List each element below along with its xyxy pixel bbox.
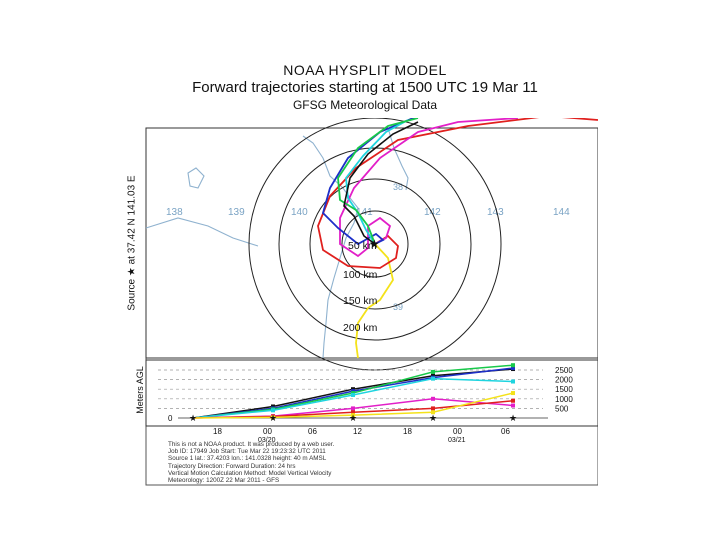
trajectory-black-map [343,121,419,245]
ring-label: 50 km [348,240,377,252]
profile-point-red [431,406,435,411]
profile-y-tick: 1000 [555,395,573,404]
profile-x-tick: 06 [501,427,510,436]
coastline-north [387,127,409,191]
profile-point-red [351,410,355,415]
coastline-west [145,217,259,247]
profile-x-tick: 12 [353,427,362,436]
profile-y-tick: 2000 [555,376,573,385]
ring-label: 200 km [343,322,378,334]
chart-subtitle: GFSG Meteorological Data [292,98,438,112]
island [187,167,205,189]
profile-point-green [431,369,435,374]
trajectory-red-map [317,118,598,269]
profile-point-cyan [351,392,355,397]
range-ring-50km [341,210,409,278]
profile-x-ticks: 18 00 06 12 18 00 06 03/20 03/21 [213,427,510,444]
profile-y-tick: 0 [168,414,173,423]
footer-line: Source 1 lat.: 37.4203 lon.: 141.0328 he… [168,455,327,463]
trajectory-blue-map [321,118,416,246]
trajectory-cyan-map [345,119,409,245]
profile-point-yellow [431,410,435,415]
start-star-icon: ★ [429,413,437,423]
map-frame [145,127,598,359]
profile-x-tick: 06 [308,427,317,436]
chart-header: NOAA HYSPLIT MODEL Forward trajectories … [145,62,585,112]
profile-series-group: ★ ★ ★ ★ ★ [189,363,517,423]
lon-label: 139 [228,207,245,218]
profile-x-tick: 18 [403,427,412,436]
profile-point-blue [511,366,515,371]
lon-label: 140 [291,207,308,218]
start-star-icon: ★ [509,413,517,423]
profile-y-tick: 500 [555,404,569,413]
trajectory-figure: 138 139 140 141 142 143 144 38 39 ★ 50 k… [145,118,598,486]
footer-line: Vertical Motion Calculation Method: Mode… [168,469,332,477]
profile-point-yellow [271,415,275,420]
ring-label: 150 km [343,295,378,307]
profile-point-cyan [271,408,275,413]
footer-line: Job ID: 17949 Job Start: Tue Mar 22 19:2… [168,448,326,456]
job-info-footer: This is not a NOAA product. It was produ… [168,441,548,484]
profile-x-tick: 18 [213,427,222,436]
footer-line: Meteorology: 1200Z 22 Mar 2011 - GFS [168,477,280,485]
chart-title: Forward trajectories starting at 1500 UT… [192,79,538,96]
trajectory-magenta-map [339,118,519,258]
map-panel: 138 139 140 141 142 143 144 38 39 ★ 50 k… [145,118,598,371]
lon-label: 144 [553,207,570,218]
start-star-icon: ★ [349,413,357,423]
profile-point-green [511,363,515,368]
coastline [302,135,359,359]
profile-frame [145,359,598,427]
profile-point-cyan [431,376,435,381]
profile-point-magenta [351,406,355,411]
profile-point-magenta [431,396,435,401]
profile-date-label: 03/21 [448,437,466,444]
footer-line: Trajectory Direction: Forward Duration: … [168,462,296,470]
lat-label: 39 [393,302,403,312]
profile-point-magenta [511,403,515,408]
profile-point-red [511,398,515,403]
range-ring-100km [309,178,441,310]
profile-x-tick: 00 [453,427,462,436]
trajectory-green-map [337,118,419,245]
profile-y-tick: 1500 [555,385,573,394]
start-star-icon: ★ [269,413,277,423]
source-star-icon: ★ [369,237,380,251]
footer-line: This is not a NOAA product. It was produ… [168,441,335,448]
profile-point-yellow [351,413,355,418]
profile-date-label: 03/20 [258,437,276,444]
lon-label: 138 [166,207,183,218]
model-title: NOAA HYSPLIT MODEL [283,62,447,78]
lon-label: 143 [487,207,504,218]
lon-label: 142 [424,207,441,218]
ring-label: 100 km [343,269,378,281]
profile-y-tick: 2500 [555,366,573,375]
lat-label: 38 [393,182,403,192]
start-star-icon: ★ [189,413,197,423]
profile-x-tick: 00 [263,427,272,436]
profile-point-cyan [511,379,515,384]
profile-point-yellow [511,391,515,396]
